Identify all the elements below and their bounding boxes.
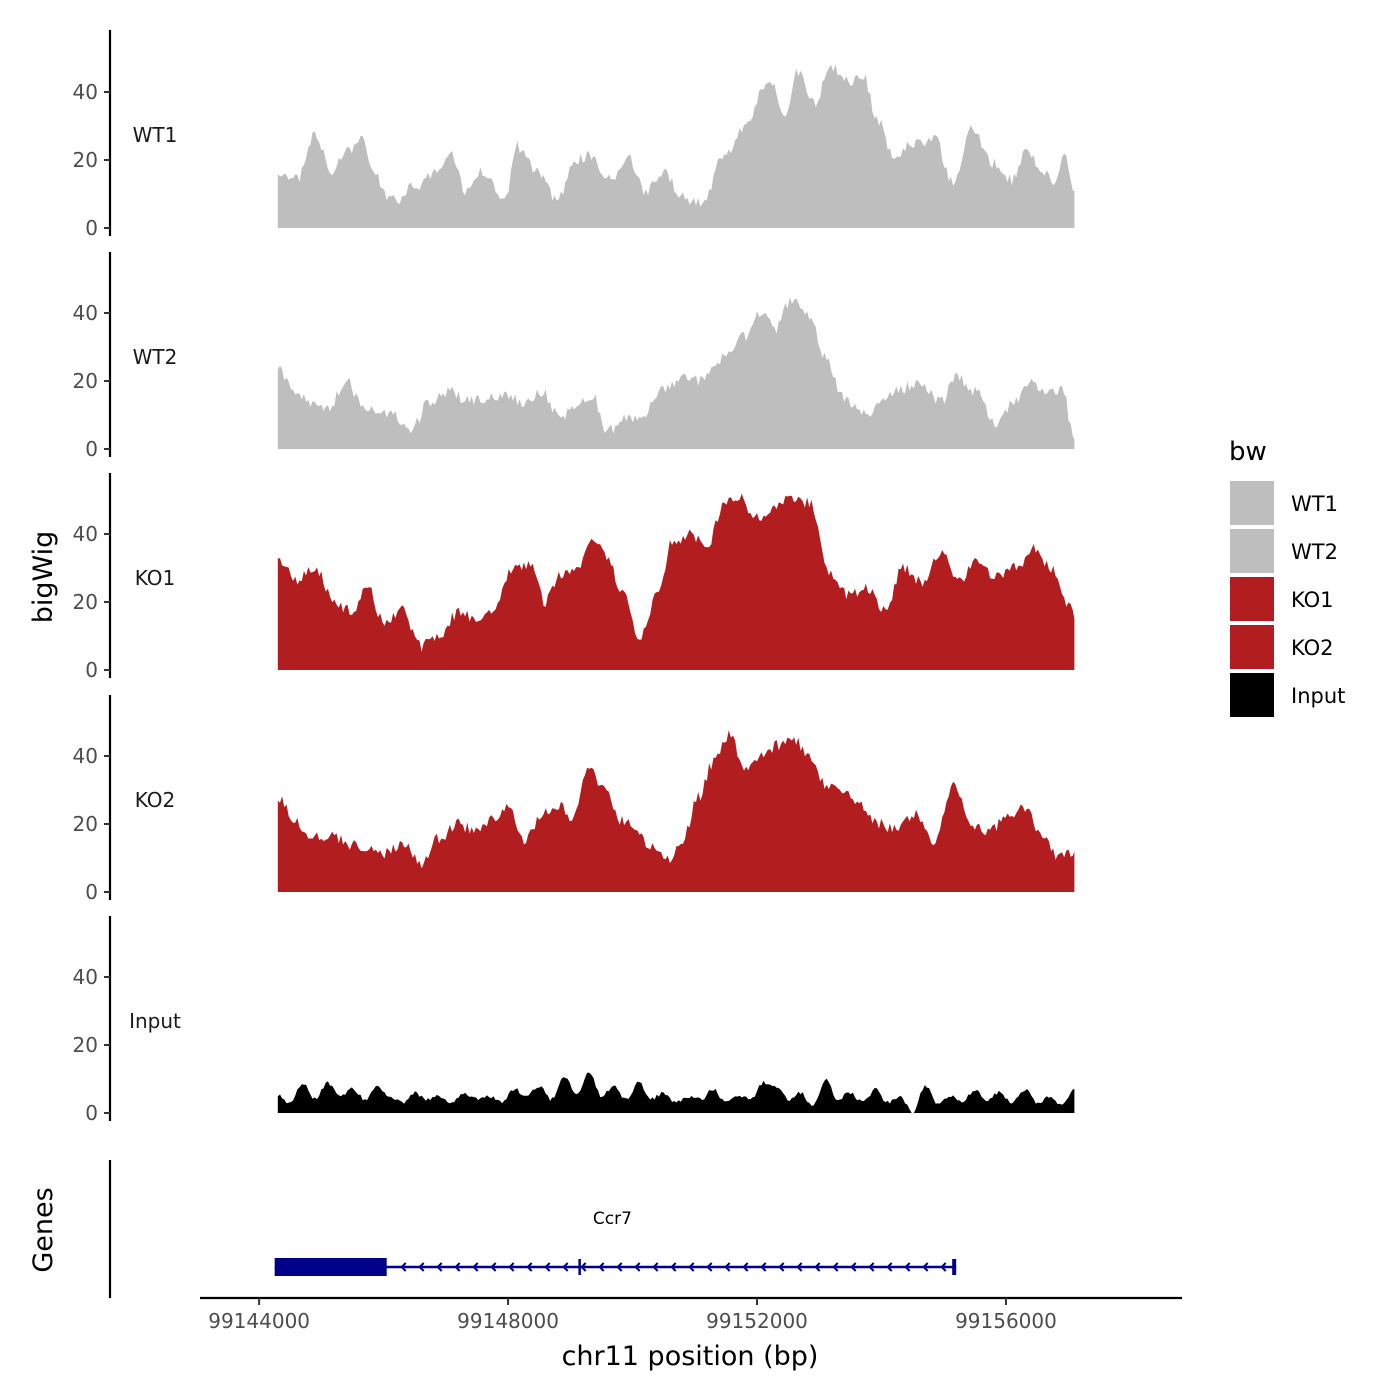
strand-chevron [778, 1262, 785, 1272]
y-tick-label: 20 [73, 148, 98, 172]
legend-label: WT1 [1291, 492, 1338, 516]
gene-exon-block [274, 1258, 387, 1276]
strand-chevron [670, 1262, 677, 1272]
y-tick-label: 40 [73, 301, 98, 325]
legend-key-swatch [1230, 577, 1274, 621]
strand-chevron [688, 1262, 695, 1272]
y-tick-label: 0 [85, 880, 98, 904]
strand-chevron [418, 1262, 425, 1272]
strand-chevron [850, 1262, 857, 1272]
legend-key-swatch [1230, 673, 1274, 717]
coverage-area-input [277, 1072, 1075, 1113]
gene-label: Ccr7 [593, 1209, 632, 1229]
coverage-area-wt2 [277, 297, 1075, 449]
x-tick-label: 99148000 [457, 1309, 559, 1333]
strand-chevron [922, 1262, 929, 1272]
y-tick-label: 40 [73, 744, 98, 768]
strand-chevron [742, 1262, 749, 1272]
legend-key-swatch [1230, 529, 1274, 573]
gene-ccr7: Ccr7 [274, 1209, 957, 1276]
x-axis-ticks: 99144000 99148000 99152000 99156000 [208, 1298, 1057, 1333]
x-tick-label: 99156000 [955, 1309, 1057, 1333]
coverage-area-ko2 [277, 730, 1075, 892]
strand-chevron [886, 1262, 893, 1272]
strand-chevron [490, 1262, 497, 1272]
y-tick-label: 40 [73, 522, 98, 546]
legend-entry-input: Input [1230, 673, 1345, 717]
panel-ko2: 0 20 40 KO2 [73, 695, 1075, 904]
facet-label-input: Input [129, 1009, 181, 1033]
y-tick-label: 20 [73, 369, 98, 393]
strand-chevron [760, 1262, 767, 1272]
strand-chevron [814, 1262, 821, 1272]
coverage-area-ko1 [277, 493, 1075, 670]
strand-chevron [706, 1262, 713, 1272]
x-axis-title: chr11 position (bp) [562, 1341, 819, 1372]
strand-chevron [526, 1262, 533, 1272]
strand-chevron [454, 1262, 461, 1272]
panel-wt1: 0 20 40 WT1 [73, 30, 1075, 240]
strand-chevron [616, 1262, 623, 1272]
y-axis-title: bigWig [28, 531, 59, 624]
legend-label: WT2 [1291, 540, 1338, 564]
legend-key-swatch [1230, 481, 1274, 525]
strand-chevron [580, 1262, 587, 1272]
y-tick-label: 40 [73, 80, 98, 104]
coverage-area-wt1 [277, 64, 1075, 228]
legend-entry-ko1: KO1 [1230, 577, 1334, 621]
strand-chevron [904, 1262, 911, 1272]
y-tick-label: 0 [85, 1101, 98, 1125]
legend-keys: WT1 WT2 KO1 KO2 Input [1230, 481, 1345, 717]
legend-entry-wt1: WT1 [1230, 481, 1338, 525]
genes-track: Ccr7 [108, 1160, 957, 1298]
legend-entry-ko2: KO2 [1230, 625, 1334, 669]
legend-label: Input [1291, 684, 1345, 708]
legend-entry-wt2: WT2 [1230, 529, 1338, 573]
x-axis: 99144000 99148000 99152000 99156000 chr11 p… [200, 1296, 1182, 1372]
y-tick-label: 20 [73, 1033, 98, 1057]
legend-label: KO2 [1291, 636, 1334, 660]
y-tick-label: 40 [73, 965, 98, 989]
strand-chevron [868, 1262, 875, 1272]
y-tick-label: 20 [73, 590, 98, 614]
y-tick-label: 0 [85, 216, 98, 240]
strand-chevron [940, 1262, 947, 1272]
panel-ko1: 0 20 40 KO1 [73, 473, 1075, 682]
legend-key-swatch [1230, 625, 1274, 669]
x-tick-label: 99144000 [208, 1309, 310, 1333]
strand-chevron [472, 1262, 479, 1272]
strand-chevron [724, 1262, 731, 1272]
strand-chevron [652, 1262, 659, 1272]
y-tick-label: 20 [73, 812, 98, 836]
panel-wt2: 0 20 40 WT2 [73, 252, 1075, 461]
genes-axis-title: Genes [28, 1187, 59, 1272]
facet-label-wt2: WT2 [133, 345, 178, 369]
strand-chevron [598, 1262, 605, 1272]
legend: bw WT1 WT2 KO1 KO2 Input [1229, 437, 1345, 717]
strand-chevron [508, 1262, 515, 1272]
legend-label: KO1 [1291, 588, 1334, 612]
facet-label-wt1: WT1 [133, 123, 178, 147]
facet-label-ko1: KO1 [135, 566, 176, 590]
x-tick-label: 99152000 [706, 1309, 808, 1333]
facet-label-ko2: KO2 [135, 788, 176, 812]
strand-chevron [796, 1262, 803, 1272]
strand-chevron [562, 1262, 569, 1272]
strand-chevron [634, 1262, 641, 1272]
legend-title: bw [1229, 437, 1267, 467]
y-tick-label: 0 [85, 437, 98, 461]
strand-chevron [436, 1262, 443, 1272]
panel-input: 0 20 40 Input [73, 916, 1075, 1125]
strand-chevron [832, 1262, 839, 1272]
coverage-panels: 0 20 40 WT1 0 20 40 WT2 0 20 40 KO1 0 20 40 KO2 0 20 40 Inp… [73, 30, 1075, 1125]
strand-chevron [544, 1262, 551, 1272]
y-tick-label: 0 [85, 658, 98, 682]
strand-chevron [400, 1262, 407, 1272]
